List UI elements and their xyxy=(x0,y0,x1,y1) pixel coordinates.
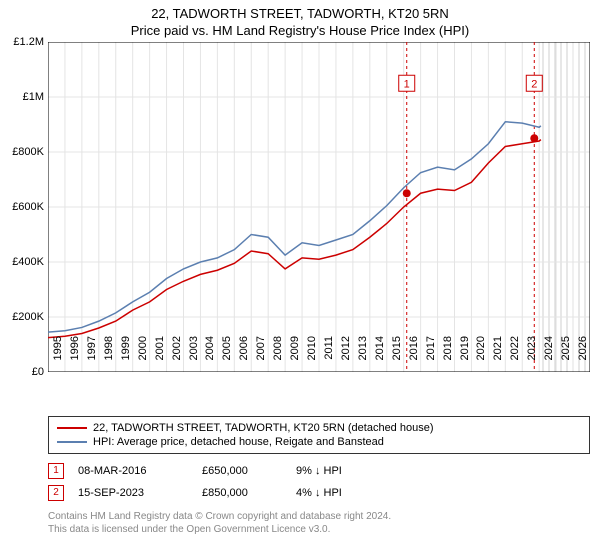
x-tick-label: 1995 xyxy=(52,336,64,376)
legend-swatch xyxy=(57,441,87,443)
x-tick-label: 2020 xyxy=(475,336,487,376)
legend-swatch xyxy=(57,427,87,429)
x-tick-label: 2017 xyxy=(425,336,437,376)
marker-table: 1 08-MAR-2016 £650,000 9% ↓ HPI 2 15-SEP-2023… xyxy=(48,460,590,504)
x-tick-label: 2019 xyxy=(459,336,471,376)
x-tick-label: 2006 xyxy=(238,336,250,376)
x-tick-label: 2004 xyxy=(204,336,216,376)
svg-text:2: 2 xyxy=(531,78,537,90)
marker-price: £850,000 xyxy=(202,487,282,499)
x-tick-label: 2003 xyxy=(188,336,200,376)
legend-label: 22, TADWORTH STREET, TADWORTH, KT20 5RN … xyxy=(93,422,434,434)
y-tick-label: £1M xyxy=(23,91,44,103)
footer-line1: Contains HM Land Registry data © Crown c… xyxy=(48,510,590,523)
legend-label: HPI: Average price, detached house, Reig… xyxy=(93,436,384,448)
legend-box: 22, TADWORTH STREET, TADWORTH, KT20 5RN … xyxy=(48,416,590,454)
x-tick-label: 2001 xyxy=(154,336,166,376)
chart-title: 22, TADWORTH STREET, TADWORTH, KT20 5RN xyxy=(0,0,600,23)
x-tick-label: 2016 xyxy=(408,336,420,376)
x-tick-label: 2007 xyxy=(255,336,267,376)
x-tick-label: 2015 xyxy=(391,336,403,376)
x-tick-label: 2022 xyxy=(509,336,521,376)
chart-container: 22, TADWORTH STREET, TADWORTH, KT20 5RN … xyxy=(0,0,600,560)
x-tick-label: 2021 xyxy=(492,336,504,376)
x-tick-label: 2010 xyxy=(306,336,318,376)
x-tick-label: 2005 xyxy=(221,336,233,376)
svg-text:1: 1 xyxy=(404,78,410,90)
x-tick-label: 2012 xyxy=(340,336,352,376)
chart-subtitle: Price paid vs. HM Land Registry's House … xyxy=(0,23,600,42)
x-tick-label: 2023 xyxy=(526,336,538,376)
y-tick-label: £1.2M xyxy=(13,36,44,48)
y-tick-label: £200K xyxy=(12,311,44,323)
chart-svg: 12 xyxy=(48,42,590,372)
y-tick-label: £400K xyxy=(12,256,44,268)
x-tick-label: 1998 xyxy=(103,336,115,376)
x-tick-label: 2014 xyxy=(374,336,386,376)
x-tick-label: 2026 xyxy=(577,336,589,376)
x-tick-label: 2002 xyxy=(171,336,183,376)
marker-row: 2 15-SEP-2023 £850,000 4% ↓ HPI xyxy=(48,482,590,504)
footer: Contains HM Land Registry data © Crown c… xyxy=(48,510,590,536)
marker-date: 08-MAR-2016 xyxy=(78,465,188,477)
y-tick-label: £800K xyxy=(12,146,44,158)
x-tick-label: 1996 xyxy=(69,336,81,376)
x-tick-label: 2018 xyxy=(442,336,454,376)
marker-square: 1 xyxy=(48,463,64,479)
legend-row: 22, TADWORTH STREET, TADWORTH, KT20 5RN … xyxy=(57,421,581,435)
marker-delta: 9% ↓ HPI xyxy=(296,465,396,477)
marker-price: £650,000 xyxy=(202,465,282,477)
x-tick-label: 2013 xyxy=(357,336,369,376)
marker-date: 15-SEP-2023 xyxy=(78,487,188,499)
y-tick-label: £600K xyxy=(12,201,44,213)
x-tick-label: 1997 xyxy=(86,336,98,376)
legend-row: HPI: Average price, detached house, Reig… xyxy=(57,435,581,449)
footer-line2: This data is licensed under the Open Gov… xyxy=(48,523,590,536)
x-tick-label: 2000 xyxy=(137,336,149,376)
x-tick-label: 1999 xyxy=(120,336,132,376)
x-tick-label: 2009 xyxy=(289,336,301,376)
marker-square: 2 xyxy=(48,485,64,501)
marker-row: 1 08-MAR-2016 £650,000 9% ↓ HPI xyxy=(48,460,590,482)
chart-area: 12 £0£200K£400K£600K£800K£1M£1.2M1995199… xyxy=(48,42,590,372)
x-tick-label: 2008 xyxy=(272,336,284,376)
y-tick-label: £0 xyxy=(32,366,44,378)
marker-delta: 4% ↓ HPI xyxy=(296,487,396,499)
x-tick-label: 2024 xyxy=(543,336,555,376)
x-tick-label: 2011 xyxy=(323,336,335,376)
x-tick-label: 2025 xyxy=(560,336,572,376)
